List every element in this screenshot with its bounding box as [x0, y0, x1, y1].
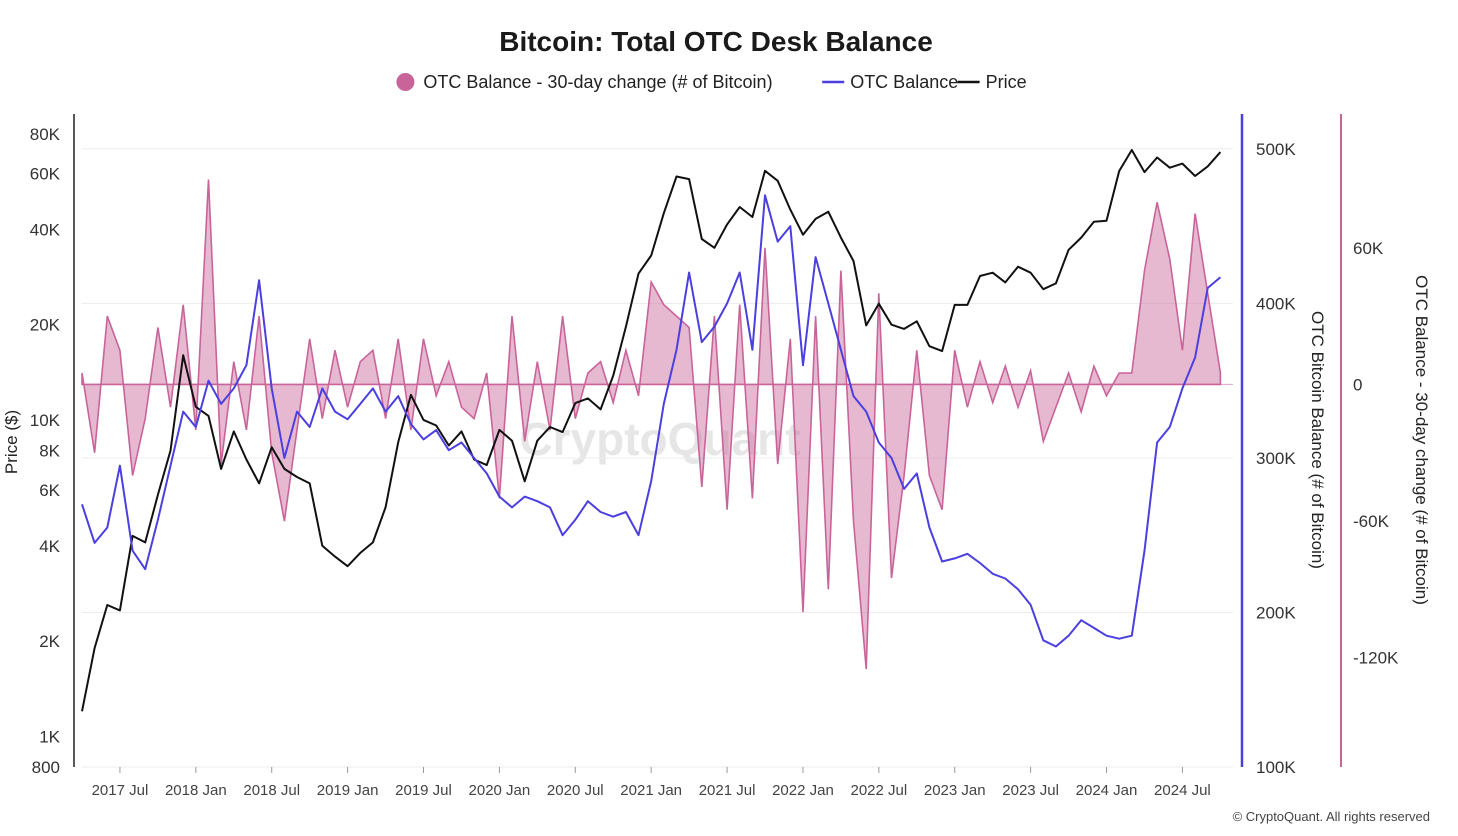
y-axis-left-title: Price ($) — [2, 410, 21, 474]
x-tick-label: 2020 Jul — [547, 782, 604, 799]
legend-entry: OTC Balance — [822, 72, 958, 92]
y-left-tick-label: 40K — [30, 220, 61, 239]
watermark: CryptoQuant — [519, 413, 800, 465]
x-tick-label: 2024 Jul — [1154, 782, 1211, 799]
legend-label: OTC Balance - 30-day change (# of Bitcoi… — [423, 72, 772, 92]
otc-balance-line-series — [81, 194, 1222, 648]
y-right1-tick-label: 100K — [1256, 758, 1296, 777]
line-series-layer — [81, 149, 1222, 712]
price-line-series — [81, 149, 1222, 712]
change-area-layer — [81, 179, 1233, 670]
x-tick-label: 2021 Jan — [620, 782, 682, 799]
legend-marker-circle — [396, 73, 415, 91]
x-tick-label: 2024 Jan — [1076, 782, 1138, 799]
legend-label: Price — [986, 72, 1027, 92]
x-tick-label: 2023 Jul — [1002, 782, 1059, 799]
y-right1-tick-label: 400K — [1256, 294, 1296, 313]
y-left-tick-label: 800 — [32, 758, 60, 777]
y-left-tick-label: 20K — [30, 316, 61, 335]
y-left-tick-label: 6K — [39, 481, 60, 500]
y-right1-tick-label: 300K — [1256, 449, 1296, 468]
x-tick-label: 2022 Jul — [850, 782, 907, 799]
x-tick-label: 2022 Jan — [772, 782, 834, 799]
legend-entry: Price — [957, 72, 1027, 92]
x-tick-label: 2018 Jul — [243, 782, 300, 799]
y-axis-right1-title: OTC Bitcoin Balance (# of Bitcoin) — [1308, 311, 1327, 569]
y-left-tick-label: 60K — [30, 165, 61, 184]
grid-lines — [82, 148, 1233, 768]
y-left-tick-label: 10K — [30, 411, 61, 430]
y-left-tick-label: 4K — [39, 537, 60, 556]
x-tick-label: 2021 Jul — [699, 782, 756, 799]
legend-label: OTC Balance — [850, 72, 958, 92]
y-left-tick-label: 8K — [39, 442, 60, 461]
y-right1-tick-label: 200K — [1256, 603, 1296, 622]
x-tick-label: 2019 Jul — [395, 782, 452, 799]
x-tick-label: 2018 Jan — [165, 782, 227, 799]
y-axis-right2-title: OTC Balance - 30-day change (# of Bitcoi… — [1412, 275, 1431, 605]
x-tick-label: 2020 Jan — [469, 782, 531, 799]
x-tick-label: 2017 Jul — [92, 782, 149, 799]
y-left-tick-label: 2K — [39, 632, 60, 651]
x-tick-label: 2019 Jan — [317, 782, 379, 799]
chart-legend: OTC Balance - 30-day change (# of Bitcoi… — [396, 72, 1027, 92]
y-right2-tick-label: 0 — [1353, 375, 1362, 394]
y-left-tick-label: 1K — [39, 727, 60, 746]
y-right1-tick-label: 500K — [1256, 140, 1296, 159]
y-right2-tick-label: -60K — [1353, 512, 1390, 531]
y-right2-tick-label: 60K — [1353, 239, 1384, 258]
x-tick-label: 2023 Jan — [924, 782, 986, 799]
copyright-credit: © CryptoQuant. All rights reserved — [1233, 809, 1430, 824]
axes-layer: 800 1K 2K 4K 6K 8K 10K 20K 40K 60K 80K 100K 200K 300K… — [30, 114, 1399, 799]
legend-entry: OTC Balance - 30-day change (# of Bitcoi… — [396, 72, 773, 92]
y-right2-tick-label: -120K — [1353, 649, 1399, 668]
chart-title: Bitcoin: Total OTC Desk Balance — [499, 26, 933, 57]
y-left-tick-label: 80K — [30, 125, 61, 144]
